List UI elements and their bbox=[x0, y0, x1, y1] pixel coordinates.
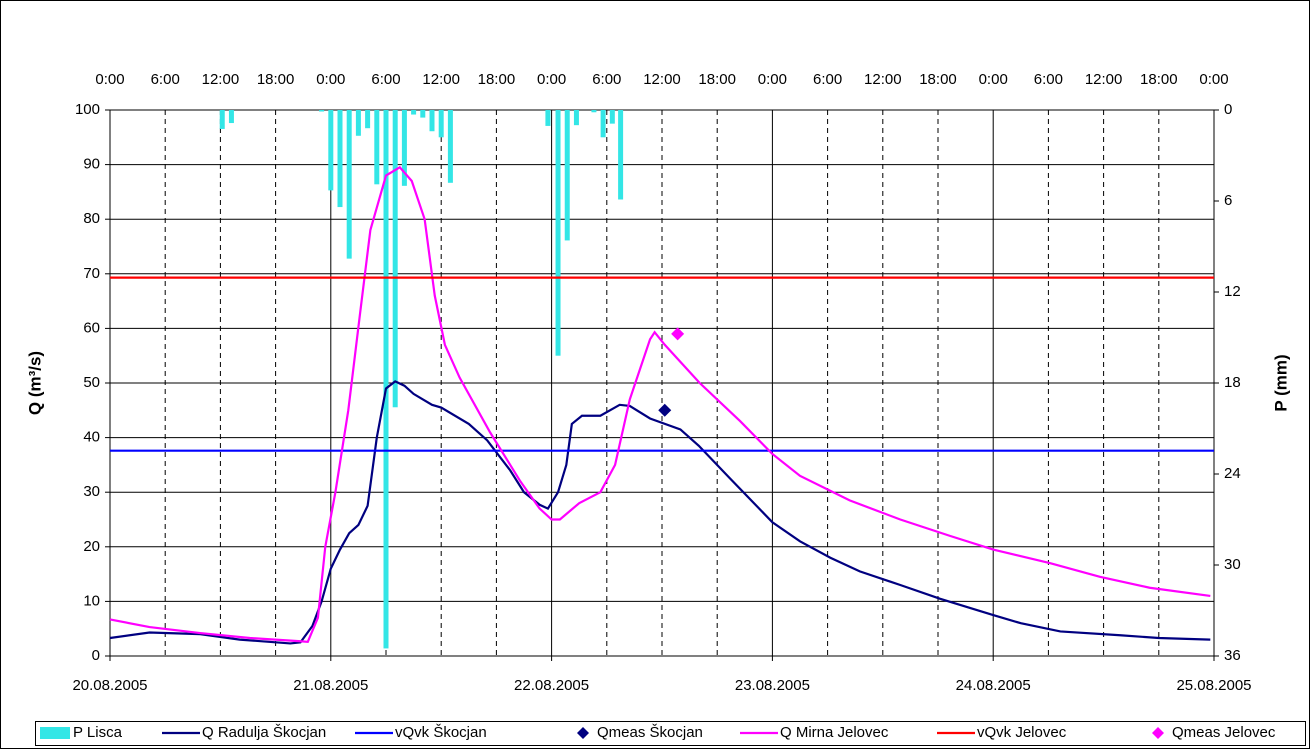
bar bbox=[411, 110, 417, 115]
bar bbox=[401, 110, 407, 186]
x2-tick-label: 12:00 bbox=[864, 71, 902, 88]
bar bbox=[328, 110, 334, 191]
bar bbox=[365, 110, 371, 129]
legend-box bbox=[35, 721, 1306, 746]
line bbox=[109, 380, 1211, 645]
legend-swatch bbox=[1152, 727, 1164, 739]
bar bbox=[564, 110, 570, 241]
y-tick-label: 0 bbox=[92, 647, 100, 664]
x2-tick-label: 6:00 bbox=[592, 71, 621, 88]
x2-tick-label: 12:00 bbox=[643, 71, 681, 88]
x2-tick-label: 6:00 bbox=[151, 71, 180, 88]
bar bbox=[573, 110, 579, 126]
bar bbox=[219, 110, 225, 129]
x2-tick-label: 0:00 bbox=[316, 71, 345, 88]
x2-tick-label: 6:00 bbox=[1034, 71, 1063, 88]
legend-label: P Lisca bbox=[73, 724, 123, 741]
x2-tick-label: 0:00 bbox=[1199, 71, 1228, 88]
y2-tick-label: 24 bbox=[1224, 465, 1241, 482]
y2-tick-label: 18 bbox=[1224, 374, 1241, 391]
bar bbox=[228, 110, 234, 124]
bar bbox=[600, 110, 606, 138]
bar bbox=[545, 110, 551, 126]
legend-label: vQvk Jelovec bbox=[977, 724, 1067, 741]
bar bbox=[319, 110, 325, 112]
y2-tick-label: 6 bbox=[1224, 192, 1232, 209]
y2-tick-label: 36 bbox=[1224, 647, 1241, 664]
x2-tick-label: 18:00 bbox=[257, 71, 295, 88]
y2-tick-label: 12 bbox=[1224, 283, 1241, 300]
bar bbox=[609, 110, 615, 124]
bar bbox=[555, 110, 561, 356]
x2-tick-label: 12:00 bbox=[1085, 71, 1123, 88]
bar bbox=[355, 110, 361, 136]
x-tick-label: 20.08.2005 bbox=[72, 677, 147, 694]
x2-tick-label: 12:00 bbox=[422, 71, 460, 88]
x2-tick-label: 0:00 bbox=[758, 71, 787, 88]
y2-tick-label: 0 bbox=[1224, 101, 1232, 118]
y-tick-label: 50 bbox=[83, 374, 100, 391]
legend-label: Q Mirna Jelovec bbox=[780, 724, 889, 741]
x-tick-label: 24.08.2005 bbox=[956, 677, 1031, 694]
x2-tick-label: 18:00 bbox=[1140, 71, 1178, 88]
x2-tick-label: 12:00 bbox=[202, 71, 240, 88]
legend-label: Qmeas Jelovec bbox=[1172, 724, 1276, 741]
marker bbox=[658, 403, 672, 417]
bar bbox=[383, 110, 389, 649]
x2-tick-label: 6:00 bbox=[813, 71, 842, 88]
y-axis-label: Q (m³/s) bbox=[25, 351, 44, 415]
y-tick-label: 70 bbox=[83, 265, 100, 282]
x2-tick-label: 0:00 bbox=[537, 71, 566, 88]
y2-tick-label: 30 bbox=[1224, 556, 1241, 573]
x2-tick-label: 18:00 bbox=[698, 71, 736, 88]
legend-label: vQvk Škocjan bbox=[395, 724, 487, 741]
y-tick-label: 30 bbox=[83, 483, 100, 500]
legend-label: Qmeas Škocjan bbox=[597, 724, 703, 741]
x-tick-label: 21.08.2005 bbox=[293, 677, 368, 694]
line bbox=[109, 165, 1211, 643]
bar bbox=[618, 110, 624, 200]
y-tick-label: 100 bbox=[75, 101, 100, 118]
x2-tick-label: 0:00 bbox=[95, 71, 124, 88]
y-tick-label: 10 bbox=[83, 592, 100, 609]
y-tick-label: 60 bbox=[83, 319, 100, 336]
bar bbox=[374, 110, 380, 185]
bar bbox=[392, 110, 398, 408]
bar bbox=[346, 110, 352, 259]
y2-axis-label: P (mm) bbox=[1271, 354, 1290, 411]
x2-tick-label: 6:00 bbox=[371, 71, 400, 88]
x2-tick-label: 18:00 bbox=[919, 71, 957, 88]
y-tick-label: 90 bbox=[83, 156, 100, 173]
bar bbox=[337, 110, 343, 208]
x-tick-label: 23.08.2005 bbox=[735, 677, 810, 694]
x2-tick-label: 0:00 bbox=[979, 71, 1008, 88]
x2-tick-label: 18:00 bbox=[478, 71, 516, 88]
legend-label: Q Radulja Škocjan bbox=[202, 724, 326, 741]
marker bbox=[671, 327, 685, 341]
x-tick-label: 25.08.2005 bbox=[1176, 677, 1251, 694]
bar bbox=[591, 110, 597, 113]
y-tick-label: 80 bbox=[83, 210, 100, 227]
legend-swatch bbox=[577, 727, 589, 739]
legend-swatch bbox=[40, 727, 70, 739]
y-tick-label: 40 bbox=[83, 429, 100, 446]
bar bbox=[447, 110, 453, 183]
x-tick-label: 22.08.2005 bbox=[514, 677, 589, 694]
bar bbox=[438, 110, 444, 138]
bar bbox=[429, 110, 435, 132]
y-tick-label: 20 bbox=[83, 538, 100, 555]
bar bbox=[420, 110, 426, 118]
